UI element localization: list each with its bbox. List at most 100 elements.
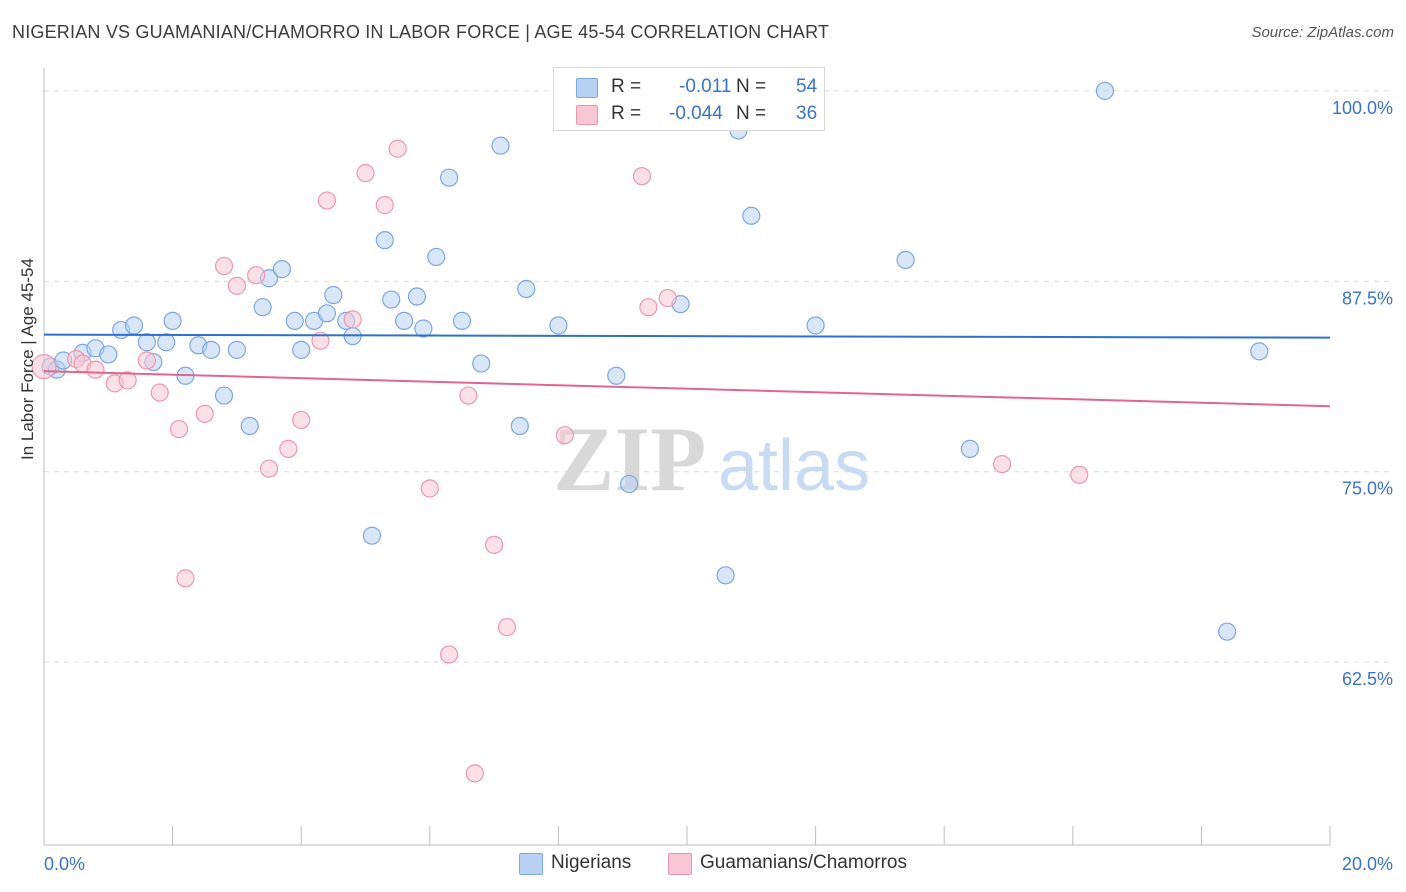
point-nigerian bbox=[292, 340, 311, 359]
point-guamanian bbox=[150, 383, 169, 402]
point-nigerian bbox=[510, 416, 529, 436]
point-nigerian bbox=[517, 279, 536, 299]
x-tick-labels: 0.0% 20.0% bbox=[44, 854, 1393, 874]
point-nigerian bbox=[375, 231, 394, 250]
point-guamanian bbox=[86, 360, 105, 379]
legend-label: Guamanians/Chamorros bbox=[700, 852, 907, 873]
x-tick-label: 0.0% bbox=[44, 854, 85, 874]
point-guamanian bbox=[992, 455, 1012, 474]
point-nigerian bbox=[272, 260, 292, 279]
point-nigerian bbox=[1250, 342, 1269, 361]
legend-swatch-pink bbox=[668, 853, 692, 875]
point-nigerian bbox=[896, 250, 915, 270]
point-nigerian bbox=[620, 474, 639, 494]
trend-lines bbox=[43, 333, 1331, 408]
point-guamanian bbox=[214, 256, 234, 276]
legend-n-label: N = bbox=[736, 103, 767, 124]
point-nigerian bbox=[214, 386, 234, 405]
legend-n-value: 54 bbox=[796, 76, 818, 97]
legend-r-value: -0.011 bbox=[679, 76, 732, 97]
x-ticks bbox=[43, 826, 1331, 845]
legend-n-value: 36 bbox=[796, 103, 818, 124]
point-guamanian bbox=[465, 764, 484, 783]
point-guamanian bbox=[118, 371, 137, 390]
point-nigerian bbox=[317, 304, 337, 323]
point-guamanian bbox=[31, 354, 57, 380]
point-guamanian bbox=[497, 618, 517, 637]
point-nigerian bbox=[960, 439, 980, 458]
point-nigerian bbox=[285, 311, 304, 331]
point-guamanian bbox=[658, 288, 677, 308]
source-label: Source: ZipAtlas.com bbox=[1251, 24, 1394, 41]
point-nigerian bbox=[407, 287, 427, 306]
y-tick-label: 62.5% bbox=[1342, 669, 1393, 689]
legend-n-label: N = bbox=[736, 76, 767, 97]
point-guamanian bbox=[343, 310, 362, 329]
point-guamanian bbox=[279, 439, 298, 458]
point-guamanian bbox=[375, 196, 394, 215]
point-nigerian bbox=[324, 285, 343, 305]
point-nigerian bbox=[1095, 81, 1115, 100]
point-nigerian bbox=[452, 311, 472, 331]
point-nigerian bbox=[99, 345, 118, 364]
point-nigerian bbox=[549, 316, 568, 335]
point-guamanian bbox=[176, 569, 195, 588]
point-nigerian bbox=[806, 316, 825, 335]
legend-label: Nigerians bbox=[551, 852, 632, 873]
point-nigerian bbox=[163, 311, 182, 331]
watermark-atlas: atlas bbox=[718, 426, 870, 506]
point-nigerian bbox=[137, 333, 156, 352]
legend-swatch-blue bbox=[519, 853, 543, 875]
point-nigerian bbox=[414, 319, 433, 338]
point-nigerian bbox=[157, 333, 176, 352]
point-guamanian bbox=[485, 535, 504, 554]
point-nigerian bbox=[382, 290, 401, 309]
point-guamanian bbox=[137, 351, 156, 370]
point-guamanian bbox=[555, 426, 574, 445]
watermark-zip: ZIP bbox=[553, 408, 706, 510]
trend-line-nigerians bbox=[43, 333, 1331, 339]
point-guamanian bbox=[259, 459, 279, 478]
legend-r-label: R = bbox=[611, 103, 642, 124]
y-axis-label: In Labor Force | Age 45-54 bbox=[18, 258, 37, 460]
point-guamanian bbox=[439, 645, 459, 664]
point-guamanian bbox=[1070, 465, 1089, 484]
point-guamanian bbox=[195, 404, 214, 423]
point-guamanian bbox=[247, 266, 266, 285]
legend-r-value: -0.044 bbox=[669, 103, 723, 124]
legend-swatch-blue bbox=[576, 78, 598, 98]
point-guamanian bbox=[227, 276, 246, 295]
point-nigerian bbox=[240, 416, 259, 436]
y-tick-labels: 62.5% 75.0% 87.5% 100.0% bbox=[1332, 98, 1393, 689]
point-nigerian bbox=[716, 566, 735, 585]
point-nigerian bbox=[472, 354, 491, 373]
point-nigerian bbox=[362, 526, 382, 545]
point-guamanian bbox=[292, 410, 311, 430]
legend-swatch-pink bbox=[576, 105, 598, 125]
trend-line-guamanians bbox=[43, 370, 1331, 408]
point-guamanian bbox=[388, 139, 407, 158]
y-tick-label: 75.0% bbox=[1342, 479, 1393, 499]
point-guamanian bbox=[169, 419, 189, 439]
point-guamanian bbox=[317, 191, 337, 210]
point-guamanian bbox=[356, 164, 375, 183]
chart-title: NIGERIAN VS GUAMANIAN/CHAMORRO IN LABOR … bbox=[12, 22, 830, 42]
point-nigerian bbox=[227, 340, 246, 359]
x-tick-label: 20.0% bbox=[1342, 854, 1393, 874]
watermark: ZIP atlas bbox=[553, 408, 870, 510]
point-nigerian bbox=[742, 206, 761, 225]
point-guamanian bbox=[632, 167, 652, 186]
point-nigerian bbox=[394, 311, 414, 331]
legend-r-label: R = bbox=[611, 76, 642, 97]
point-nigerian bbox=[124, 316, 144, 335]
point-nigerian bbox=[1218, 622, 1237, 641]
point-nigerian bbox=[491, 136, 510, 155]
point-guamanian bbox=[639, 298, 658, 317]
point-guamanian bbox=[311, 331, 330, 350]
point-nigerian bbox=[439, 168, 459, 187]
point-nigerian bbox=[607, 366, 626, 385]
point-guamanian bbox=[459, 386, 478, 405]
correlation-legend: R = -0.011 N = 54 R = -0.044 N = 36 bbox=[553, 67, 825, 131]
point-guamanian bbox=[420, 479, 439, 498]
